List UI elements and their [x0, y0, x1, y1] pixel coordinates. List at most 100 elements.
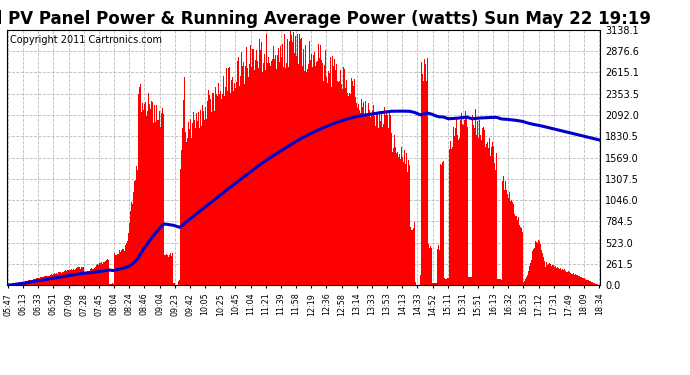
- Bar: [281, 57, 282, 285]
- Bar: [473, 125, 475, 285]
- Bar: [30, 280, 31, 285]
- Bar: [266, 34, 267, 285]
- Bar: [285, 68, 286, 285]
- Bar: [255, 60, 256, 285]
- Bar: [506, 190, 507, 285]
- Bar: [207, 101, 208, 285]
- Bar: [248, 78, 249, 285]
- Bar: [389, 111, 391, 285]
- Bar: [361, 99, 362, 285]
- Bar: [575, 274, 576, 285]
- Bar: [478, 138, 480, 285]
- Bar: [106, 260, 107, 285]
- Bar: [210, 112, 212, 285]
- Bar: [244, 84, 246, 285]
- Bar: [75, 268, 77, 285]
- Bar: [17, 283, 18, 285]
- Bar: [113, 284, 114, 285]
- Bar: [92, 269, 93, 285]
- Bar: [97, 264, 98, 285]
- Bar: [179, 280, 180, 285]
- Bar: [101, 262, 102, 285]
- Bar: [233, 91, 235, 285]
- Bar: [187, 138, 188, 285]
- Bar: [287, 39, 288, 285]
- Bar: [33, 279, 34, 285]
- Bar: [391, 133, 393, 285]
- Bar: [34, 279, 35, 285]
- Bar: [292, 42, 293, 285]
- Bar: [496, 153, 497, 285]
- Bar: [122, 249, 123, 285]
- Bar: [425, 64, 426, 285]
- Bar: [437, 249, 438, 285]
- Bar: [134, 181, 135, 285]
- Bar: [256, 50, 257, 285]
- Bar: [315, 66, 317, 285]
- Bar: [173, 284, 175, 285]
- Bar: [137, 170, 138, 285]
- Bar: [263, 63, 264, 285]
- Bar: [335, 70, 336, 285]
- Bar: [63, 271, 65, 285]
- Bar: [324, 65, 325, 285]
- Bar: [181, 150, 182, 285]
- Bar: [579, 276, 580, 285]
- Bar: [226, 91, 228, 285]
- Bar: [343, 67, 344, 285]
- Bar: [454, 136, 455, 285]
- Bar: [320, 45, 322, 285]
- Bar: [82, 267, 83, 285]
- Bar: [318, 45, 319, 285]
- Bar: [341, 84, 342, 285]
- Bar: [329, 73, 331, 285]
- Bar: [442, 162, 443, 285]
- Bar: [303, 48, 304, 285]
- Bar: [284, 34, 285, 285]
- Bar: [178, 281, 179, 285]
- Bar: [81, 267, 82, 285]
- Bar: [339, 81, 340, 285]
- Bar: [192, 123, 193, 285]
- Bar: [52, 275, 53, 285]
- Bar: [380, 121, 381, 285]
- Bar: [521, 228, 522, 285]
- Bar: [228, 66, 230, 285]
- Bar: [28, 280, 29, 285]
- Bar: [522, 232, 523, 285]
- Bar: [542, 257, 544, 285]
- Bar: [150, 101, 152, 285]
- Bar: [460, 120, 461, 285]
- Bar: [88, 271, 89, 285]
- Bar: [495, 170, 496, 285]
- Bar: [503, 176, 504, 285]
- Bar: [27, 280, 28, 285]
- Bar: [21, 282, 22, 285]
- Bar: [554, 267, 555, 285]
- Bar: [349, 93, 350, 285]
- Bar: [114, 253, 115, 285]
- Bar: [216, 94, 217, 285]
- Bar: [293, 32, 294, 285]
- Bar: [24, 282, 25, 285]
- Bar: [504, 190, 505, 285]
- Bar: [271, 62, 272, 285]
- Bar: [79, 267, 81, 285]
- Bar: [126, 243, 127, 285]
- Bar: [520, 226, 521, 285]
- Bar: [253, 49, 254, 285]
- Bar: [375, 113, 377, 285]
- Bar: [23, 282, 24, 285]
- Bar: [264, 54, 265, 285]
- Bar: [539, 240, 540, 285]
- Bar: [513, 204, 514, 285]
- Bar: [515, 216, 516, 285]
- Bar: [352, 81, 353, 285]
- Bar: [202, 105, 203, 285]
- Bar: [214, 111, 215, 285]
- Bar: [93, 269, 95, 285]
- Bar: [162, 108, 164, 285]
- Bar: [468, 276, 469, 285]
- Bar: [516, 216, 517, 285]
- Bar: [129, 223, 130, 285]
